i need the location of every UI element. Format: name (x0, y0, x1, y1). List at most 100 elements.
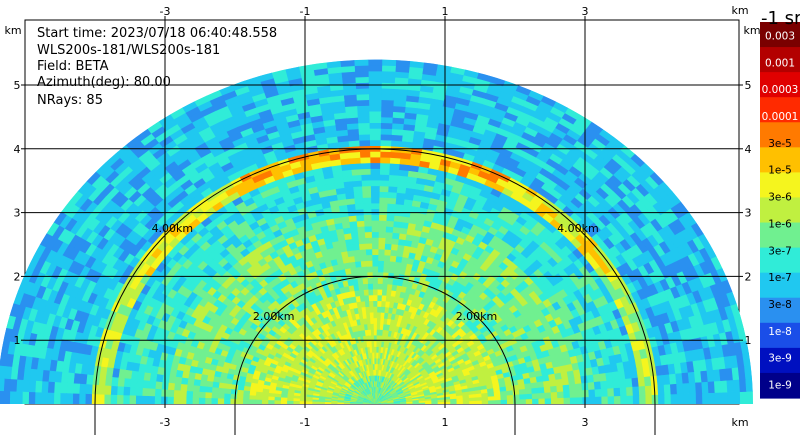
range-gate (606, 379, 615, 389)
range-gate (379, 156, 391, 164)
range-gate (348, 220, 358, 228)
range-gate (363, 214, 372, 221)
range-gate (595, 396, 603, 405)
range-gate (727, 391, 735, 405)
range-gate (357, 122, 370, 130)
range-gate (390, 237, 399, 245)
range-gate (618, 378, 627, 388)
range-gate (388, 266, 395, 274)
range-gate (356, 105, 370, 112)
range-gate (351, 237, 360, 245)
range-gate (353, 197, 364, 205)
range-gate (632, 385, 640, 396)
range-gate (371, 248, 379, 256)
range-gate (377, 242, 386, 250)
range-gate (378, 191, 389, 198)
range-gate (563, 397, 571, 405)
range-gate (384, 231, 393, 239)
range-gate (377, 283, 383, 290)
range-gate (383, 254, 391, 262)
range-gate (379, 311, 385, 319)
range-gate (379, 151, 391, 158)
range-gate (369, 128, 381, 135)
range-gate (372, 311, 378, 319)
range-gate (745, 378, 753, 392)
range-gate (352, 180, 363, 188)
range-gate (368, 306, 374, 313)
range-gate (390, 139, 403, 148)
range-gate (349, 226, 358, 234)
range-gate (173, 383, 182, 392)
range-gate (352, 249, 361, 257)
range-gate (600, 387, 609, 397)
range-gate (365, 248, 373, 256)
range-gate (355, 82, 369, 89)
range-gate (376, 300, 382, 307)
range-gate (742, 352, 752, 367)
range-gate (644, 385, 653, 396)
range-gate (379, 139, 392, 147)
range-gate (582, 396, 590, 405)
range-gate (524, 387, 533, 395)
range-gate (369, 151, 381, 158)
range-gate (631, 376, 640, 387)
range-gate (377, 260, 385, 267)
range-gate (179, 383, 188, 392)
range-gate (389, 255, 397, 262)
range-gate (345, 111, 358, 119)
range-gate (363, 225, 372, 233)
range-gate (389, 151, 401, 159)
range-gate (593, 380, 602, 390)
range-gate (380, 105, 394, 112)
range-gate (714, 392, 722, 405)
range-gate (211, 387, 219, 394)
range-gate (389, 249, 398, 257)
range-gate (663, 383, 672, 395)
range-gate (392, 226, 401, 234)
range-gate (387, 180, 398, 188)
range-gate (349, 151, 361, 159)
range-gate (236, 389, 244, 396)
range-gate (563, 390, 571, 398)
range-gate (369, 156, 381, 164)
range-gate (689, 392, 697, 405)
range-gate (186, 384, 194, 393)
range-gate (632, 394, 640, 405)
range-gate (372, 300, 378, 307)
range-gate (688, 382, 697, 394)
range-gate (386, 277, 394, 285)
range-gate (367, 70, 383, 78)
range-gate (354, 76, 369, 84)
range-gate (255, 391, 263, 397)
range-gate (625, 386, 634, 396)
range-gate (359, 156, 371, 164)
range-gate (356, 225, 365, 233)
range-gate (658, 393, 666, 405)
range-gate (346, 128, 359, 136)
range-gate (380, 306, 386, 313)
range-gate (488, 399, 496, 405)
range-gate (249, 390, 257, 397)
range-gate (373, 329, 377, 336)
range-gate (367, 288, 374, 296)
range-gate (388, 174, 399, 182)
range-gate (350, 232, 359, 240)
range-gate (388, 162, 400, 170)
range-gate (613, 395, 622, 405)
range-gate (367, 283, 373, 290)
range-gate (372, 288, 378, 296)
range-gate (351, 174, 362, 182)
range-gate (391, 128, 404, 136)
range-gate (575, 389, 584, 398)
range-gate (353, 255, 361, 262)
range-gate (538, 392, 546, 399)
range-gate (360, 174, 371, 181)
range-gate (280, 397, 288, 402)
range-gate (380, 116, 393, 124)
range-gate (186, 378, 195, 386)
range-gate (356, 220, 365, 228)
range-gate (362, 208, 372, 216)
range-gate (378, 225, 387, 233)
range-gate (367, 59, 383, 66)
